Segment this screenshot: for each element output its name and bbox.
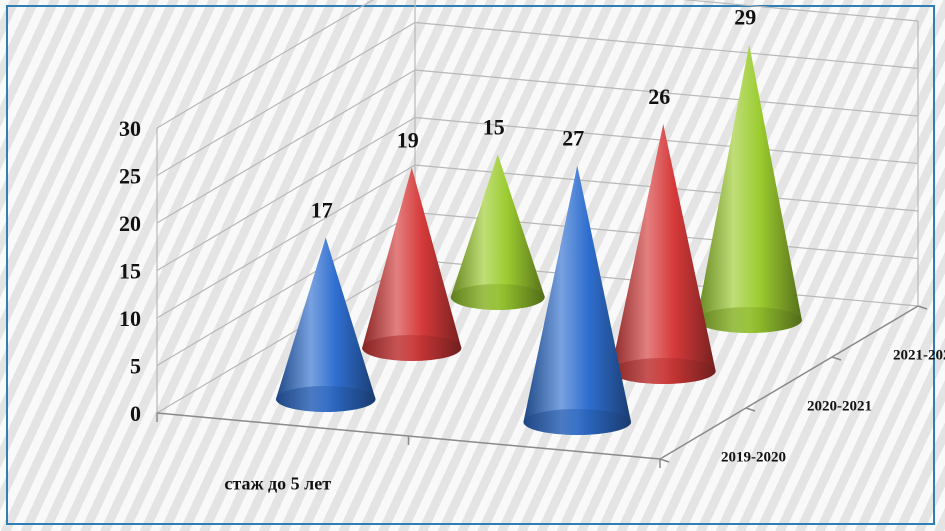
data-label: 19 — [397, 128, 419, 153]
cone-body — [450, 154, 545, 311]
depth-tick — [831, 356, 842, 361]
cone-base — [275, 386, 376, 412]
cone-body — [523, 165, 632, 435]
cone-0-0 — [275, 237, 376, 412]
cones — [275, 44, 802, 435]
cone-body — [696, 44, 802, 333]
series-label: 2021-2022 — [893, 348, 945, 364]
y-tick-label: 5 — [130, 354, 141, 379]
cone-1-1 — [610, 124, 716, 385]
cone-body — [610, 124, 716, 385]
cone-base — [362, 335, 462, 361]
slide-frame — [6, 5, 935, 525]
data-label: 29 — [734, 5, 756, 30]
cone-0-1 — [523, 165, 632, 435]
data-label: 27 — [562, 126, 584, 151]
y-tick-label: 10 — [119, 306, 141, 331]
cone-base — [696, 307, 802, 333]
series-label: 2019-2020 — [721, 450, 786, 466]
cone-base — [523, 409, 632, 435]
y-tick-label: 15 — [119, 259, 141, 284]
x-category-label: стаж более 30 лет — [459, 530, 600, 531]
y-tick-label: 25 — [119, 164, 141, 189]
depth-tick — [659, 458, 670, 463]
gridline-6 — [156, 0, 919, 129]
series-label: 2020-2021 — [807, 399, 872, 415]
cone-base — [450, 284, 545, 310]
cone-1-0 — [362, 167, 462, 361]
cone-2-0 — [450, 154, 545, 311]
cone-2-1 — [696, 44, 802, 333]
gridlines — [156, 0, 919, 414]
data-label: 15 — [483, 115, 505, 140]
y-tick-label: 20 — [119, 211, 141, 236]
depth-tick — [917, 305, 928, 310]
y-tick-label: 0 — [130, 401, 141, 426]
depth-tick — [745, 407, 756, 412]
cone-body — [362, 167, 462, 361]
cone-base — [610, 358, 716, 384]
axes — [156, 305, 928, 468]
cone-body — [275, 237, 376, 412]
y-tick-label: 30 — [119, 116, 141, 141]
x-category-label: стаж до 5 лет — [224, 474, 331, 494]
data-label: 17 — [311, 198, 333, 223]
data-label: 26 — [648, 84, 670, 109]
labels: 0 5 10 15 20 25 30 стаж до 5 лет стаж более 30 л… — [119, 5, 945, 531]
